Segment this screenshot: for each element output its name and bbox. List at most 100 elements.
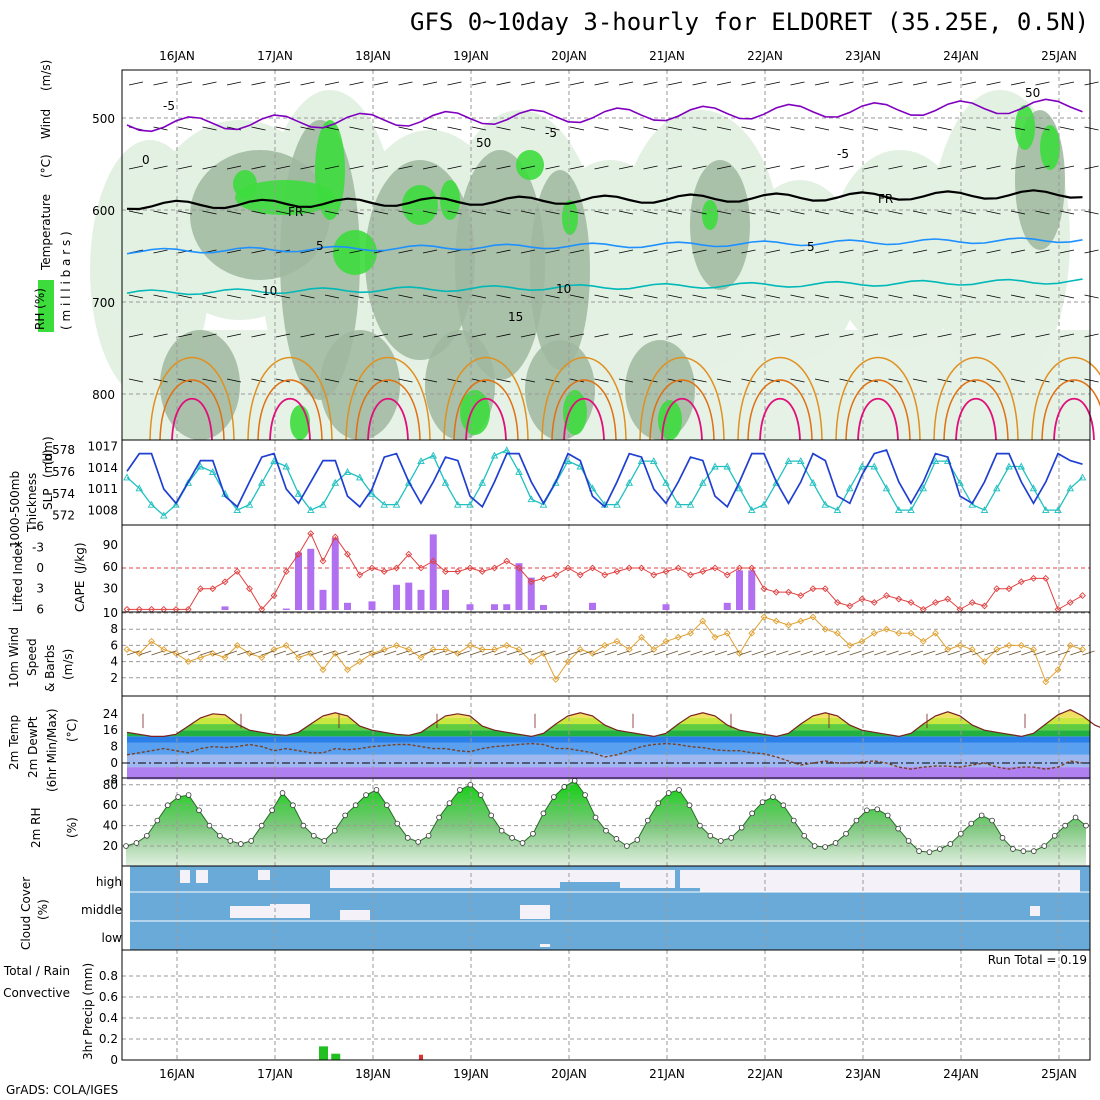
li-marker-54 — [785, 588, 792, 596]
cape-bar-34 — [540, 604, 547, 610]
li-marker-28 — [466, 564, 474, 572]
barb-0-4 — [177, 81, 193, 86]
barb-5-66 — [937, 294, 952, 299]
barb-4-32 — [520, 249, 536, 254]
ytick-thick-2: 574 — [52, 487, 75, 501]
contour-20-arch-0 — [159, 379, 225, 441]
thickness-marker-7 — [208, 468, 217, 475]
rh-marker-83 — [989, 817, 995, 824]
li-marker-35 — [552, 571, 560, 579]
rh-marker-73 — [884, 812, 891, 819]
barb-4-16 — [324, 249, 340, 254]
barb-4-34 — [545, 249, 560, 254]
thickness-marker-10 — [245, 500, 254, 508]
barb-7-24 — [422, 378, 438, 383]
contour-25-arch-6 — [759, 398, 801, 441]
thickness-marker-73 — [1017, 462, 1026, 470]
barb-3-2 — [153, 210, 168, 215]
barb-4-72 — [1010, 249, 1026, 254]
rh-marker-28 — [415, 839, 421, 845]
wind-marker-34 — [540, 650, 547, 657]
barb-4-18 — [349, 249, 364, 254]
barb-1-18 — [349, 126, 364, 131]
rh-marker-18 — [311, 832, 317, 839]
li-marker-62 — [883, 592, 890, 600]
ylabel-cloud-unit: (%) — [36, 899, 50, 920]
ylabel-upper-3: Wind — [39, 109, 53, 139]
barb-5-54 — [790, 294, 805, 299]
ytick-cape-0: 90 — [103, 538, 118, 552]
barb-4-70 — [986, 249, 1001, 254]
wind-marker-40 — [613, 637, 621, 645]
barb-7-40 — [618, 378, 634, 383]
ylabel-wind-1: Speed — [25, 638, 39, 676]
barb-0-50 — [741, 81, 756, 86]
li-marker-18 — [344, 550, 351, 558]
barb-2-76 — [1059, 165, 1075, 170]
barb-2-24 — [422, 165, 438, 170]
barb-1-48 — [716, 126, 732, 131]
thickness-marker-59 — [845, 484, 854, 492]
li-marker-78 — [1079, 592, 1086, 600]
barb-0-42 — [643, 81, 658, 86]
barb-2-60 — [863, 165, 879, 170]
lifted-index-line — [127, 532, 1083, 611]
cape-bar-22 — [393, 584, 400, 610]
barb-6-64 — [912, 333, 928, 338]
cape-bar-24 — [417, 589, 425, 610]
barb-3-64 — [912, 210, 928, 215]
wind-barb-11 — [261, 650, 274, 656]
contour-25-arch-7 — [857, 398, 899, 441]
rh-marker-72 — [874, 806, 881, 813]
thickness-marker-46 — [686, 500, 695, 508]
thickness-marker-77 — [1066, 484, 1075, 492]
barb-1-62 — [888, 126, 903, 131]
cloud-clear-1 — [196, 870, 208, 883]
barb-1-34 — [545, 126, 560, 131]
thickness-marker-16 — [319, 500, 327, 508]
cloud-level-2: low — [102, 931, 123, 945]
barb-6-18 — [349, 333, 364, 338]
contour-label-6: 5 — [807, 240, 815, 254]
precip-conv-bar-24 — [419, 1054, 423, 1060]
li-marker-77 — [1066, 599, 1074, 606]
rh-marker-23 — [363, 792, 369, 798]
barb-7-6 — [202, 378, 217, 383]
ytick-temp-1: 16 — [103, 723, 118, 737]
barb-4-14 — [300, 249, 315, 254]
barb-7-70 — [986, 378, 1001, 383]
ytick-rh-2: 40 — [103, 819, 118, 833]
wind-barb-39 — [604, 650, 617, 656]
thickness-marker-6 — [196, 462, 205, 470]
barb-3-72 — [1010, 210, 1026, 215]
cape-bar-8 — [221, 606, 229, 610]
barb-0-8 — [226, 81, 242, 86]
wind-marker-25 — [429, 646, 437, 653]
rh-marker-92 — [1083, 822, 1089, 829]
barb-2-18 — [349, 165, 364, 170]
rh-marker-85 — [1010, 846, 1016, 852]
cloud-clear-4 — [540, 870, 620, 882]
wind-barb-4 — [175, 650, 189, 656]
thickness-marker-29 — [478, 478, 487, 486]
wind-barb-48 — [714, 650, 728, 656]
li-marker-56 — [809, 585, 817, 593]
cape-bar-38 — [589, 602, 596, 610]
xtick-bottom-8: 24JAN — [943, 1067, 979, 1081]
barb-5-46 — [692, 294, 707, 299]
barb-1-40 — [618, 126, 634, 131]
rh-marker-55 — [697, 822, 703, 829]
barb-4-48 — [716, 249, 732, 254]
thickness-marker-0 — [123, 473, 131, 481]
contour-15-arch-6 — [737, 356, 823, 441]
wind-barb-17 — [335, 650, 348, 656]
cape-bar-23 — [405, 582, 413, 610]
wind-marker-45 — [674, 633, 682, 641]
thickness-marker-74 — [1029, 484, 1038, 492]
wind-marker-31 — [503, 641, 511, 649]
barb-2-4 — [177, 165, 193, 170]
wind-marker-6 — [197, 654, 204, 661]
rh-marker-16 — [290, 802, 296, 808]
wind-marker-52 — [760, 613, 768, 621]
xtick-bottom-7: 23JAN — [845, 1067, 881, 1081]
